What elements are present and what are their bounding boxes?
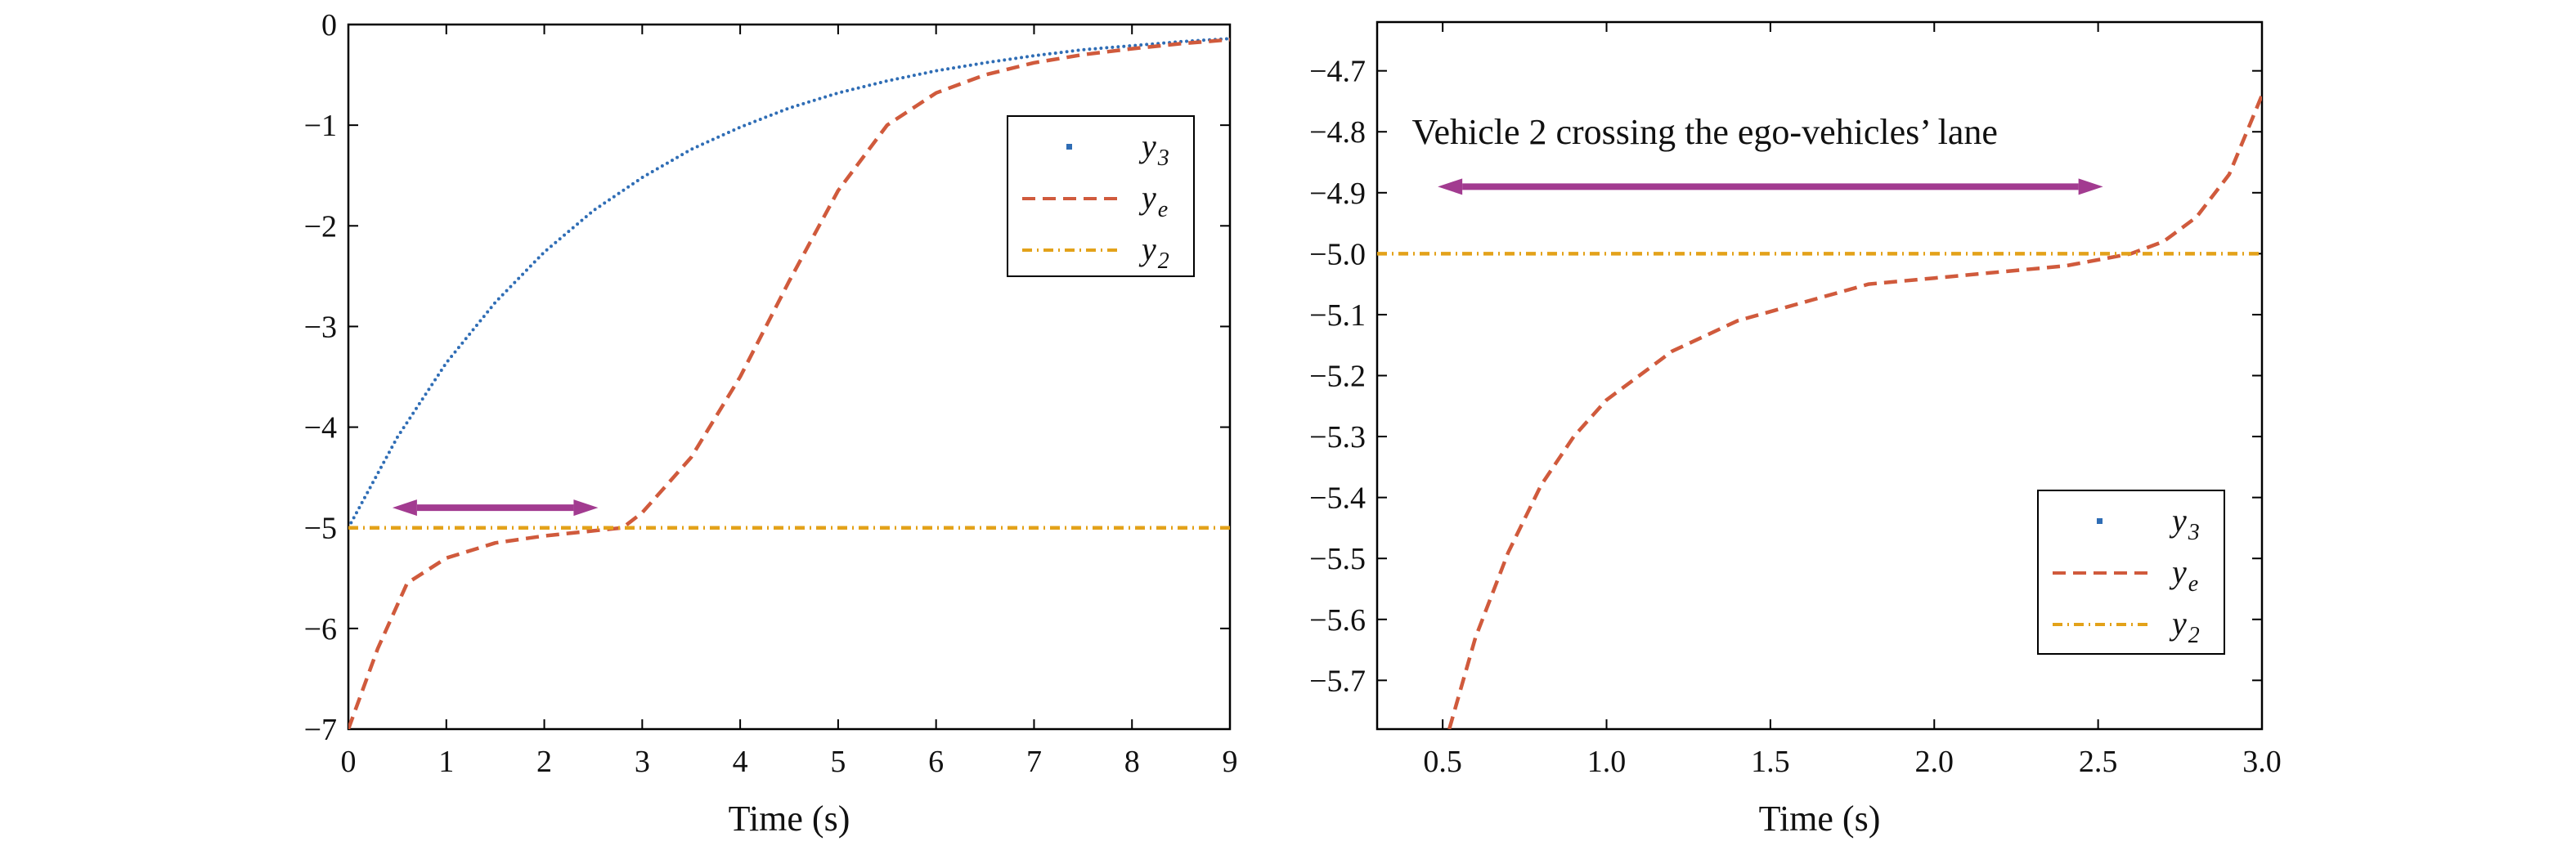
y-tick-label: −7 bbox=[304, 713, 337, 747]
y-tick-label: −4.7 bbox=[1309, 55, 1366, 89]
arrow-head-left bbox=[392, 499, 417, 517]
x-tick-label: 1.0 bbox=[1587, 745, 1627, 779]
arrow-head-right bbox=[573, 499, 599, 517]
x-tick-label: 3.0 bbox=[2242, 745, 2282, 779]
legend-label-y2: y2 bbox=[2169, 605, 2200, 648]
double-arrow-annotation bbox=[1438, 178, 2103, 195]
series-group bbox=[348, 37, 1230, 729]
x-tick-label: 6 bbox=[928, 745, 944, 779]
x-tick-label: 2 bbox=[536, 745, 552, 779]
y-tick-label: −6 bbox=[304, 612, 337, 647]
x-tick-label: 0 bbox=[341, 745, 357, 779]
x-axis-label: Time (s) bbox=[1759, 799, 1881, 839]
y-tick-label: −5.0 bbox=[1309, 237, 1366, 271]
legend-swatch-y3 bbox=[1066, 144, 1072, 150]
y-tick-label: −4.8 bbox=[1309, 115, 1366, 150]
legend-swatch-y3 bbox=[2097, 518, 2103, 524]
x-tick-label: 7 bbox=[1026, 745, 1042, 779]
x-tick-label: 4 bbox=[733, 745, 748, 779]
x-axis-label: Time (s) bbox=[729, 799, 850, 839]
y-tick-label: 0 bbox=[321, 8, 337, 43]
y-tick-label: −4 bbox=[304, 411, 337, 445]
x-tick-label: 5 bbox=[830, 745, 846, 779]
x-tick-label: 2.5 bbox=[2079, 745, 2118, 779]
y-tick-label: −5.1 bbox=[1309, 298, 1366, 333]
y-tick-label: −4.9 bbox=[1309, 177, 1366, 211]
y-tick-label: −5.7 bbox=[1309, 664, 1366, 698]
x-tick-label: 1 bbox=[438, 745, 454, 779]
y-tick-label: −5.5 bbox=[1309, 542, 1366, 576]
x-tick-label: 0.5 bbox=[1423, 745, 1462, 779]
series-line-y3 bbox=[348, 37, 1230, 530]
y-tick-label: −1 bbox=[304, 109, 337, 143]
x-tick-label: 3 bbox=[635, 745, 650, 779]
x-tick-label: 2.0 bbox=[1915, 745, 1954, 779]
right-chart: 0.5 1.0 1.5 2.0 2.5 3.0 −4.7 −4.8 −4.9 −5.0 −5.1 −5… bbox=[1309, 20, 2282, 839]
x-tick-label: 9 bbox=[1223, 745, 1238, 779]
legend-box bbox=[2037, 490, 2225, 655]
arrow-head-left bbox=[1438, 178, 1463, 195]
series-line-ye bbox=[1447, 94, 2262, 729]
y-tick-label: −5.6 bbox=[1309, 603, 1366, 638]
y-tick-label: −5.2 bbox=[1309, 360, 1366, 394]
x-tick-label: 1.5 bbox=[1751, 745, 1790, 779]
x-tick-label: 8 bbox=[1124, 745, 1140, 779]
y-tick-label: −3 bbox=[304, 310, 337, 344]
y-tick-label: −5.3 bbox=[1309, 420, 1366, 454]
y-tick-label: −2 bbox=[304, 209, 337, 244]
y-tick-label: −5.4 bbox=[1309, 481, 1366, 516]
series-line-ye bbox=[348, 38, 1230, 729]
arrow-head-right bbox=[2078, 178, 2103, 195]
plot-frame bbox=[347, 23, 1232, 731]
annotation-text: Vehicle 2 crossing the ego-vehicles’ lan… bbox=[1412, 112, 1998, 152]
y-tick-label: −5 bbox=[304, 512, 337, 546]
double-arrow-annotation bbox=[392, 499, 599, 517]
series-group bbox=[1377, 94, 2262, 729]
